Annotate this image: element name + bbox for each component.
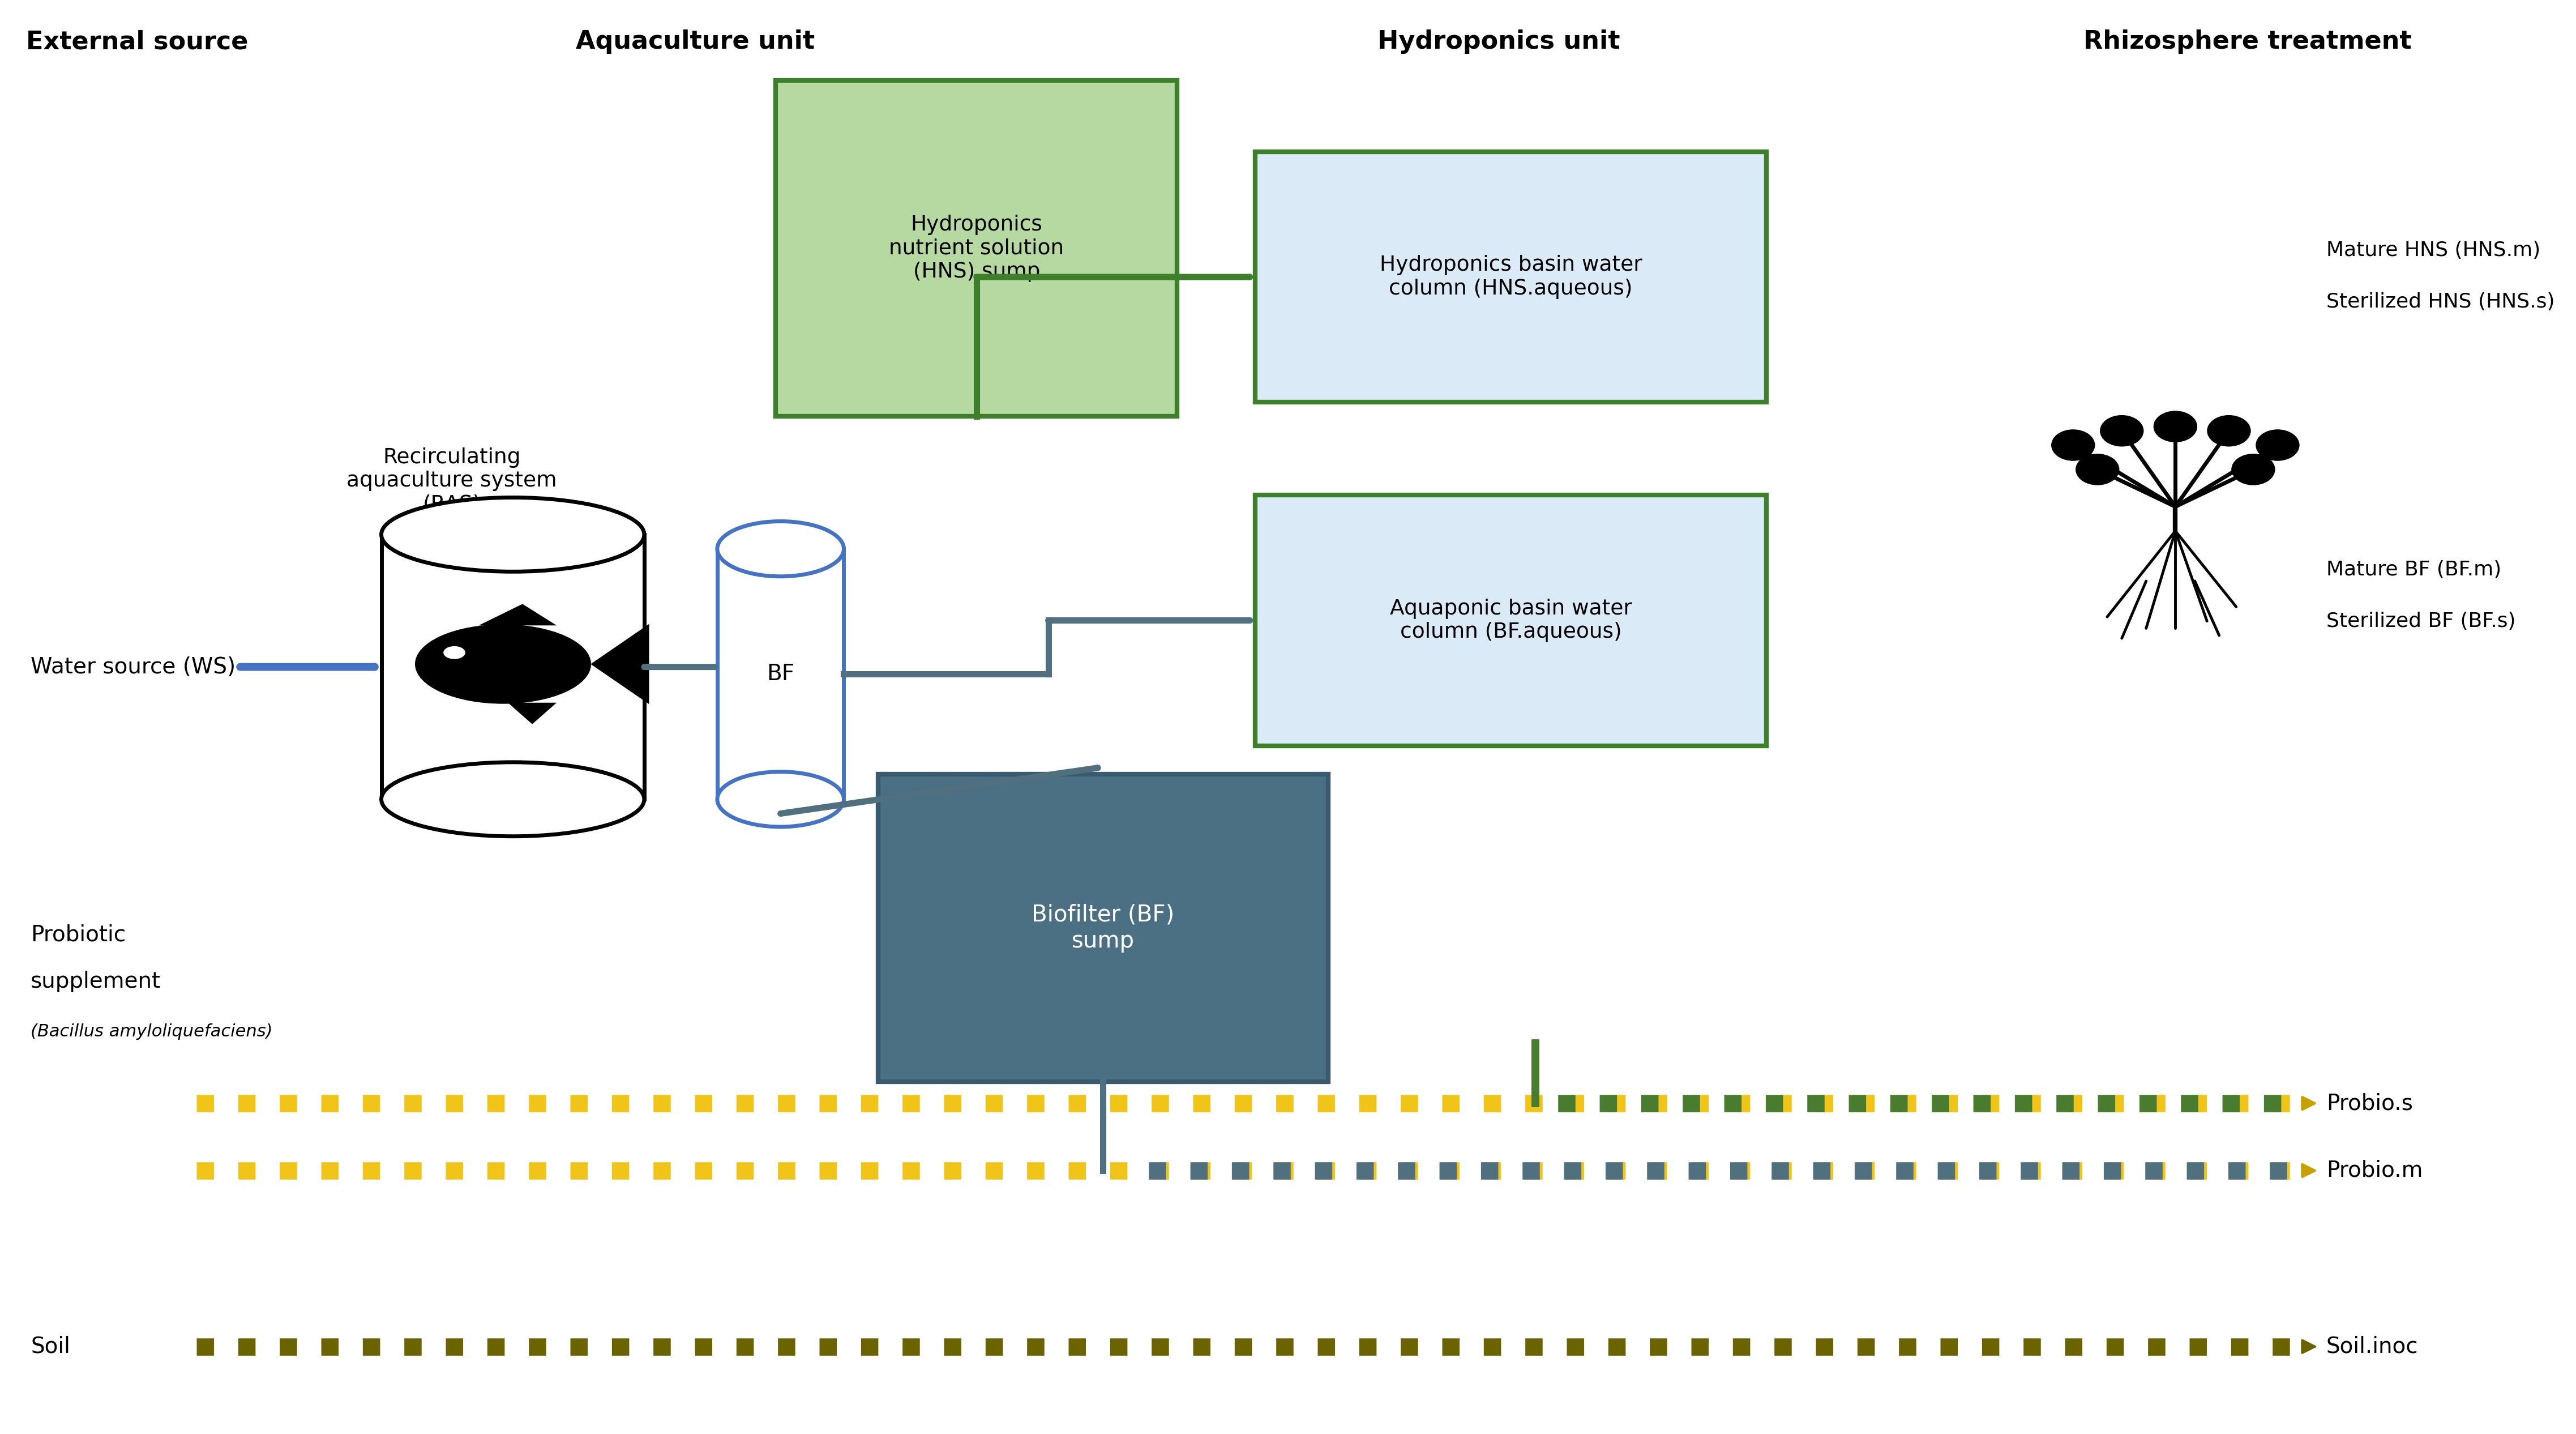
Text: Mature BF (BF.m): Mature BF (BF.m) (2326, 561, 2501, 579)
Text: External source: External source (26, 30, 247, 54)
Ellipse shape (2050, 429, 2094, 460)
FancyBboxPatch shape (878, 774, 1329, 1081)
Text: supplement: supplement (31, 971, 162, 992)
Ellipse shape (2257, 429, 2300, 460)
Polygon shape (479, 604, 556, 625)
Ellipse shape (2154, 410, 2197, 442)
Text: Biofilter (BF)
sump: Biofilter (BF) sump (1030, 903, 1175, 952)
Text: Sterilized HNS (HNS.s): Sterilized HNS (HNS.s) (2326, 293, 2555, 311)
Polygon shape (590, 624, 649, 704)
FancyBboxPatch shape (775, 80, 1177, 416)
Ellipse shape (2076, 453, 2120, 485)
Text: Aquaculture unit: Aquaculture unit (577, 30, 814, 54)
Text: Soil.inoc: Soil.inoc (2326, 1336, 2419, 1358)
Ellipse shape (381, 763, 644, 836)
Text: Probio.s: Probio.s (2326, 1093, 2414, 1114)
Bar (381, 535, 644, 799)
Text: Hydroponics basin water
column (HNS.aqueous): Hydroponics basin water column (HNS.aque… (1381, 255, 1641, 298)
Text: (Bacillus amyloliquefaciens): (Bacillus amyloliquefaciens) (31, 1024, 273, 1040)
Text: BF: BF (768, 664, 793, 685)
Text: Probio.m: Probio.m (2326, 1160, 2424, 1182)
Ellipse shape (716, 771, 845, 827)
Text: Water source (WS): Water source (WS) (31, 657, 237, 678)
Text: Soil: Soil (31, 1336, 70, 1358)
Text: Hydroponics
nutrient solution
(HNS) sump: Hydroponics nutrient solution (HNS) sump (889, 215, 1064, 282)
Ellipse shape (443, 647, 466, 660)
Polygon shape (507, 703, 556, 724)
Text: Hydroponics unit: Hydroponics unit (1378, 30, 1620, 54)
Ellipse shape (381, 498, 644, 572)
Text: Aquaponic basin water
column (BF.aqueous): Aquaponic basin water column (BF.aqueous… (1388, 598, 1633, 642)
FancyBboxPatch shape (1255, 152, 1767, 402)
FancyBboxPatch shape (1255, 495, 1767, 746)
Text: Recirculating
aquaculture system
(RAS): Recirculating aquaculture system (RAS) (348, 447, 556, 515)
Text: Sterilized BF (BF.s): Sterilized BF (BF.s) (2326, 611, 2517, 631)
Bar (716, 549, 845, 799)
Text: Mature HNS (HNS.m): Mature HNS (HNS.m) (2326, 241, 2540, 260)
Ellipse shape (415, 625, 590, 704)
Ellipse shape (716, 522, 845, 576)
Text: Probiotic: Probiotic (31, 923, 126, 945)
Ellipse shape (2231, 453, 2275, 485)
FancyArrowPatch shape (781, 767, 1097, 813)
Ellipse shape (2099, 414, 2143, 446)
Text: Rhizosphere treatment: Rhizosphere treatment (2084, 30, 2411, 54)
Ellipse shape (2208, 414, 2251, 446)
Polygon shape (474, 661, 515, 693)
